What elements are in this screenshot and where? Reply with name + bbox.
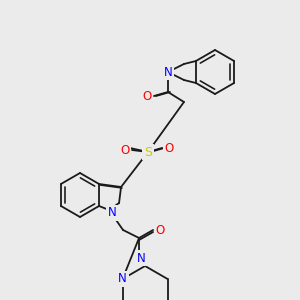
Text: O: O [120, 143, 130, 157]
Text: O: O [155, 224, 165, 236]
Text: O: O [164, 142, 174, 154]
Text: N: N [118, 272, 127, 286]
Text: O: O [142, 89, 152, 103]
Text: N: N [108, 206, 116, 220]
Text: N: N [137, 251, 146, 265]
Text: N: N [164, 65, 172, 79]
Text: S: S [144, 146, 152, 158]
